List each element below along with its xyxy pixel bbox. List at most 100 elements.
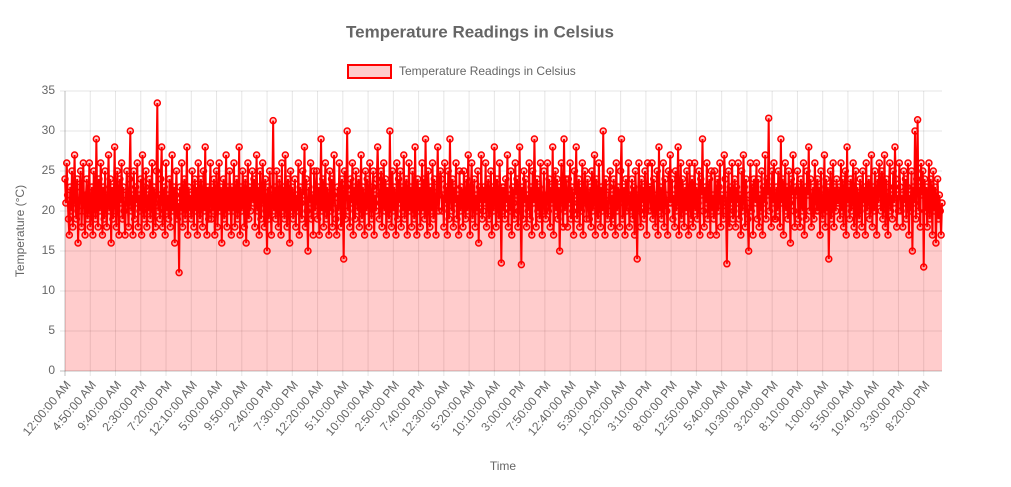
point xyxy=(330,151,338,159)
point xyxy=(333,183,342,191)
point xyxy=(271,183,279,191)
point xyxy=(321,159,330,167)
point xyxy=(896,183,904,191)
point xyxy=(329,191,337,199)
point xyxy=(796,223,804,231)
point xyxy=(276,191,284,199)
point xyxy=(66,183,74,191)
point xyxy=(912,175,921,183)
point xyxy=(252,151,261,159)
point xyxy=(553,175,561,183)
point xyxy=(89,231,97,239)
point xyxy=(129,231,137,239)
point xyxy=(144,207,153,215)
point xyxy=(373,175,381,183)
point xyxy=(689,223,697,231)
point xyxy=(634,191,642,199)
point xyxy=(636,223,645,231)
point xyxy=(888,215,897,223)
point xyxy=(618,215,627,223)
point xyxy=(664,167,673,175)
point xyxy=(240,223,249,231)
point xyxy=(514,207,523,215)
point xyxy=(904,159,912,167)
point xyxy=(597,183,606,191)
point xyxy=(592,175,601,183)
point xyxy=(202,199,210,207)
point xyxy=(173,215,182,223)
point xyxy=(186,191,195,199)
point xyxy=(299,191,308,199)
point xyxy=(501,215,509,223)
point xyxy=(523,191,532,199)
point xyxy=(705,175,714,183)
point xyxy=(786,239,795,247)
point xyxy=(110,143,119,151)
point xyxy=(847,207,856,215)
point xyxy=(878,167,886,175)
point xyxy=(134,223,142,231)
point xyxy=(825,199,834,207)
point xyxy=(934,215,943,223)
point xyxy=(609,215,617,223)
point xyxy=(725,223,734,231)
point xyxy=(284,175,292,183)
point xyxy=(490,143,499,151)
point xyxy=(723,260,731,268)
point xyxy=(200,207,209,215)
point xyxy=(385,215,393,223)
point xyxy=(196,215,204,223)
point xyxy=(425,191,433,199)
point xyxy=(170,239,179,247)
point xyxy=(880,151,889,159)
point xyxy=(191,175,199,183)
point xyxy=(293,207,302,215)
point xyxy=(628,175,636,183)
point xyxy=(779,231,788,239)
y-tick-label: 35 xyxy=(42,83,56,97)
point xyxy=(251,223,259,231)
point xyxy=(780,191,789,199)
point xyxy=(139,199,148,207)
point xyxy=(899,223,907,231)
point xyxy=(115,231,123,239)
point xyxy=(81,231,89,239)
point xyxy=(724,191,732,199)
point xyxy=(663,207,671,215)
point xyxy=(811,191,820,199)
point xyxy=(771,215,780,223)
point xyxy=(142,167,150,175)
point xyxy=(773,207,782,215)
point xyxy=(237,183,245,191)
point xyxy=(140,215,149,223)
point xyxy=(594,215,602,223)
point xyxy=(877,207,885,215)
point xyxy=(720,151,729,159)
point xyxy=(857,191,865,199)
point xyxy=(209,207,217,215)
point xyxy=(656,183,665,191)
point xyxy=(319,175,327,183)
point xyxy=(487,231,496,239)
point xyxy=(364,191,372,199)
point xyxy=(651,223,660,231)
point xyxy=(177,207,185,215)
point xyxy=(884,231,892,239)
point xyxy=(912,215,920,223)
point xyxy=(519,215,527,223)
point xyxy=(393,159,401,167)
point xyxy=(555,183,563,191)
point xyxy=(389,207,398,215)
point xyxy=(551,167,560,175)
point xyxy=(826,167,835,175)
point xyxy=(828,191,837,199)
chart-title: Temperature Readings in Celsius xyxy=(346,22,614,41)
point xyxy=(356,191,364,199)
point xyxy=(420,175,428,183)
point xyxy=(90,191,99,199)
point xyxy=(83,215,92,223)
point xyxy=(563,223,572,231)
point xyxy=(648,159,656,167)
point xyxy=(820,151,829,159)
point xyxy=(496,191,505,199)
